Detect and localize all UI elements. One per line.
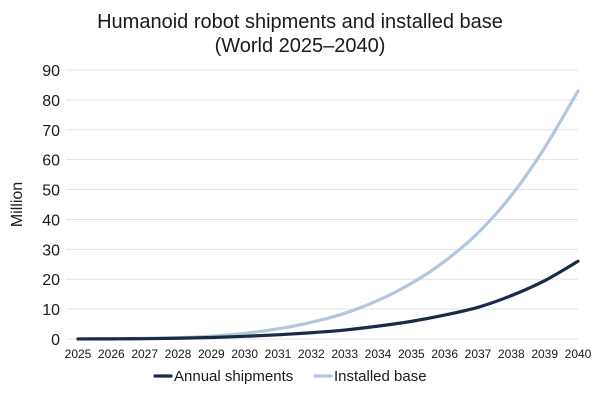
x-tick-label: 2032 bbox=[298, 347, 325, 361]
y-tick-label: 40 bbox=[42, 212, 60, 229]
x-tick-label: 2037 bbox=[465, 347, 492, 361]
y-tick-label: 60 bbox=[42, 153, 60, 170]
x-tick-label: 2030 bbox=[231, 347, 258, 361]
x-tick-label: 2031 bbox=[265, 347, 292, 361]
x-tick-label: 2034 bbox=[365, 347, 392, 361]
x-tick-label: 2033 bbox=[331, 347, 358, 361]
y-tick-label: 10 bbox=[42, 302, 60, 319]
x-tick-label: 2025 bbox=[65, 347, 92, 361]
y-tick-label: 50 bbox=[42, 183, 60, 200]
x-tick-label: 2036 bbox=[431, 347, 458, 361]
x-tick-label: 2038 bbox=[498, 347, 525, 361]
legend-label-installed-base: Installed base bbox=[334, 368, 427, 385]
x-tick-label: 2028 bbox=[165, 347, 192, 361]
chart-title: Humanoid robot shipments and installed b… bbox=[97, 11, 503, 33]
y-tick-label: 70 bbox=[42, 123, 60, 140]
x-tick-label: 2039 bbox=[531, 347, 558, 361]
x-tick-label: 2027 bbox=[131, 347, 158, 361]
x-tick-label: 2029 bbox=[198, 347, 225, 361]
legend-label-annual-shipments: Annual shipments bbox=[174, 368, 293, 385]
x-tick-label: 2035 bbox=[398, 347, 425, 361]
y-tick-label: 80 bbox=[42, 93, 60, 110]
y-tick-label: 0 bbox=[51, 332, 60, 349]
series-line-annual-shipments bbox=[76, 259, 580, 341]
x-tick-label: 2026 bbox=[98, 347, 125, 361]
y-tick-label: 30 bbox=[42, 242, 60, 259]
y-tick-label: 20 bbox=[42, 272, 60, 289]
y-tick-label: 90 bbox=[42, 63, 60, 80]
series-line-installed-base bbox=[76, 89, 580, 341]
x-tick-label: 2040 bbox=[565, 347, 592, 361]
y-axis-label: Million bbox=[9, 182, 26, 227]
chart-subtitle: (World 2025–2040) bbox=[214, 35, 386, 57]
